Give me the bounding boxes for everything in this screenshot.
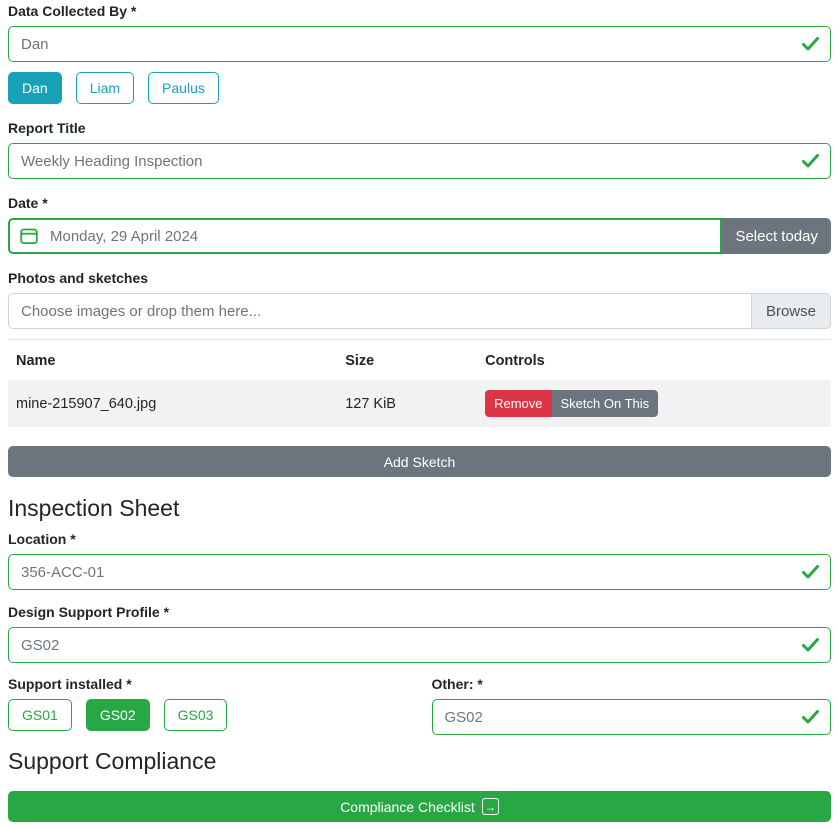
files-table: Name Size Controls mine-215907_640.jpg 1… (8, 339, 831, 427)
date-input[interactable] (8, 218, 723, 254)
design-support-profile-input[interactable] (8, 627, 831, 663)
design-support-profile-label: Design Support Profile * (8, 604, 170, 620)
date-label: Date * (8, 195, 48, 211)
inspection-sheet-heading: Inspection Sheet (8, 495, 180, 521)
collected-by-option-paulus[interactable]: Paulus (148, 72, 219, 104)
compliance-checklist-button[interactable]: Compliance Checklist → (8, 791, 831, 822)
select-today-button[interactable]: Select today (722, 218, 831, 254)
support-other-input[interactable] (431, 699, 831, 735)
file-drop-input[interactable] (8, 293, 751, 329)
table-row: mine-215907_640.jpg 127 KiB Remove Sketc… (8, 380, 831, 427)
remove-button[interactable]: Remove (485, 390, 552, 417)
support-installed-options: GS01 GS02 GS03 (8, 699, 408, 731)
report-title-field (8, 143, 831, 179)
files-table-header-controls: Controls (485, 353, 545, 369)
valid-check-icon (802, 565, 819, 579)
arrow-right-icon: → (481, 798, 499, 815)
files-table-header-row: Name Size Controls (8, 340, 831, 381)
valid-check-icon (802, 710, 819, 724)
data-collected-by-field (8, 26, 831, 62)
file-input-group: Browse (8, 293, 831, 329)
location-input[interactable] (8, 554, 831, 590)
report-title-label: Report Title (8, 120, 86, 136)
collected-by-options: Dan Liam Paulus (8, 72, 831, 104)
files-table-header-size: Size (345, 353, 375, 369)
date-field (8, 218, 723, 254)
add-sketch-button[interactable]: Add Sketch (8, 446, 831, 477)
date-input-group: Select today (8, 218, 831, 254)
calendar-icon (20, 228, 38, 245)
browse-button[interactable]: Browse (750, 293, 831, 329)
data-collected-by-input[interactable] (8, 26, 831, 62)
design-support-profile-group: Design Support Profile * (8, 604, 831, 663)
file-controls-button-group: Remove Sketch On This (485, 390, 659, 417)
data-collected-by-label: Data Collected By * (8, 3, 137, 19)
photos-label: Photos and sketches (8, 270, 149, 286)
file-controls-cell: Remove Sketch On This (477, 380, 831, 427)
file-name-cell: mine-215907_640.jpg (16, 395, 157, 412)
support-option-gs01[interactable]: GS01 (8, 699, 72, 731)
valid-check-icon (802, 37, 819, 51)
date-group: Date * Select today (8, 195, 831, 254)
location-label: Location * (8, 531, 76, 547)
collected-by-option-dan[interactable]: Dan (8, 72, 62, 104)
valid-check-icon (802, 154, 819, 168)
files-table-header-name: Name (16, 353, 56, 369)
compliance-checklist-button-label: Compliance Checklist (340, 798, 475, 815)
valid-check-icon (802, 638, 819, 652)
support-option-gs02[interactable]: GS02 (85, 699, 150, 731)
support-other-label: Other: * (431, 676, 483, 692)
support-installed-label: Support installed * (8, 676, 132, 692)
support-compliance-heading: Support Compliance (8, 748, 217, 774)
location-group: Location * (8, 531, 831, 590)
report-title-input[interactable] (8, 143, 831, 179)
photos-group: Photos and sketches Browse Name Size Con… (8, 270, 831, 477)
location-field (8, 554, 831, 590)
support-other-field (431, 699, 831, 735)
data-collected-by-group: Data Collected By * Dan Liam Paulus (8, 3, 831, 104)
report-title-group: Report Title (8, 120, 831, 179)
support-other-col: Other: * (431, 676, 831, 735)
support-installed-row: Support installed * GS01 GS02 GS03 Other… (8, 676, 831, 735)
file-size-cell: 127 KiB (345, 395, 396, 412)
sketch-on-this-button[interactable]: Sketch On This (551, 390, 659, 417)
collected-by-option-liam[interactable]: Liam (75, 72, 135, 104)
support-installed-col: Support installed * GS01 GS02 GS03 (8, 676, 408, 735)
support-option-gs03[interactable]: GS03 (163, 699, 228, 731)
design-support-profile-field (8, 627, 831, 663)
